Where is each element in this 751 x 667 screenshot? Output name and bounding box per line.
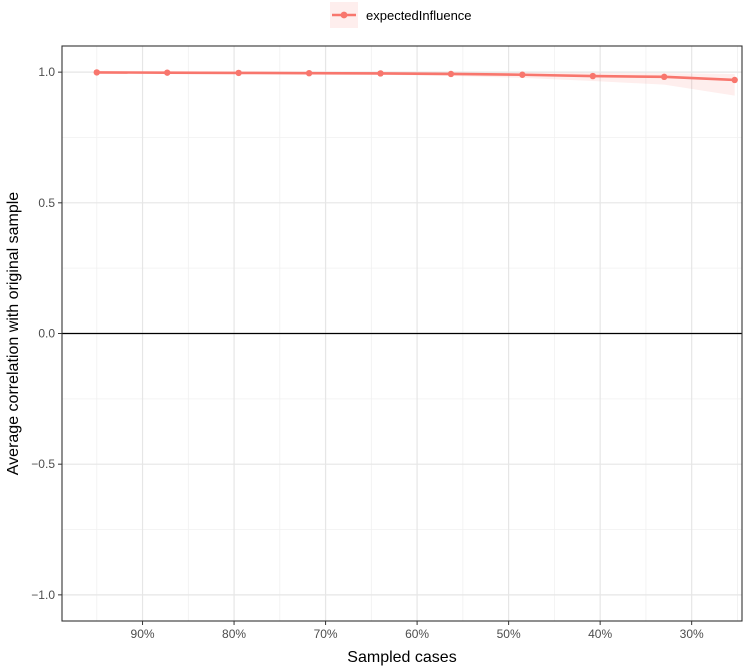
data-point	[377, 70, 384, 77]
data-point	[447, 70, 455, 78]
x-tick-label: 30%	[680, 627, 704, 641]
x-tick-label: 80%	[222, 627, 246, 641]
y-tick-label: 1.0	[38, 65, 55, 79]
series-layer	[93, 69, 738, 96]
y-tick-label: 0.5	[38, 196, 55, 210]
data-point	[164, 69, 171, 76]
data-point	[235, 69, 242, 77]
plot-area	[61, 45, 743, 622]
x-axis-ticks: 90% 80% 70% 60% 50% 40% 30%	[131, 621, 704, 641]
y-tick-label: 0.0	[38, 327, 55, 341]
y-axis-title: Average correlation with original sample	[5, 192, 22, 476]
x-tick-label: 60%	[405, 627, 429, 641]
legend-label: expectedInfluence	[366, 8, 472, 23]
data-point	[93, 69, 100, 76]
data-point	[305, 69, 313, 77]
y-tick-label: −1.0	[31, 588, 55, 602]
series-ribbon	[96, 72, 735, 96]
data-point	[731, 76, 738, 84]
x-tick-label: 50%	[497, 627, 521, 641]
x-tick-label: 40%	[588, 627, 612, 641]
x-tick-label: 90%	[131, 627, 155, 641]
data-point	[519, 71, 526, 78]
y-axis-ticks: −1.0 −0.5 0.0 0.5 1.0	[31, 65, 62, 602]
data-point	[589, 72, 597, 80]
legend-key-point	[340, 11, 348, 19]
x-axis-title: Sampled cases	[347, 649, 456, 666]
series-line	[95, 71, 736, 82]
x-tick-label: 70%	[314, 627, 338, 641]
y-tick-label: −0.5	[31, 457, 55, 471]
data-point	[661, 73, 668, 81]
legend: expectedInfluence	[330, 2, 472, 28]
